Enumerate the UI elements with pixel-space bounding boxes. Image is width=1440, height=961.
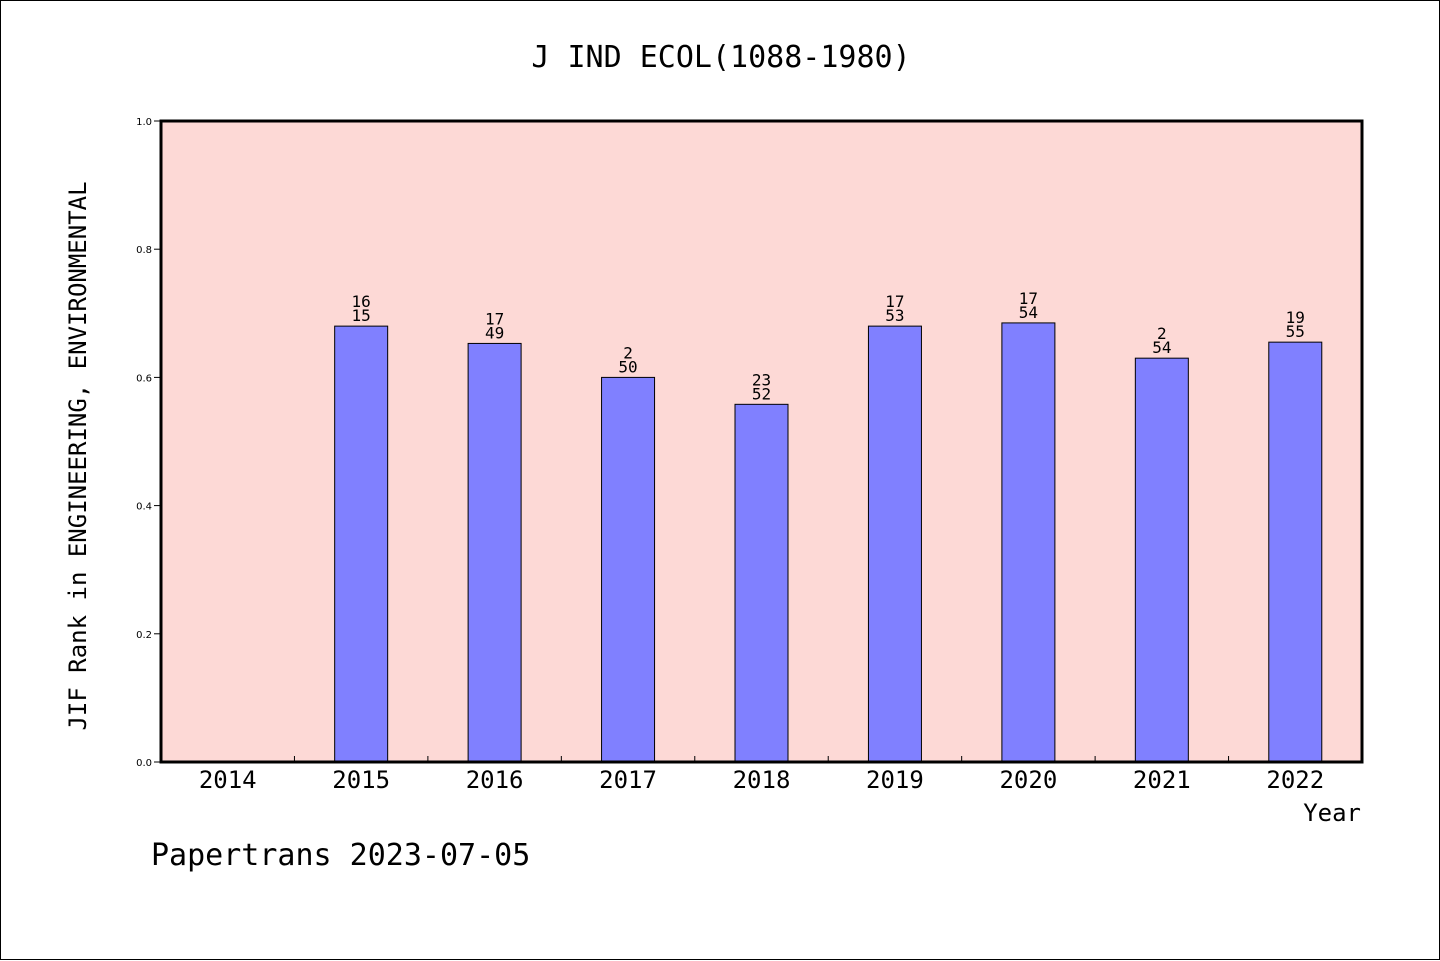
bar-2021 (1134, 357, 1189, 763)
x-tick-label: 2022 (1266, 766, 1324, 794)
bar-label-total: 54 (1019, 303, 1038, 322)
bar-2019 (867, 325, 922, 763)
x-tick-label: 2017 (599, 766, 657, 794)
bar-2022 (1268, 341, 1323, 763)
x-axis: 2014 2015 2016 2017 2018 2019 2020 2021 2022 (199, 756, 1324, 794)
chart-title: J IND ECOL(1088-1980) (531, 40, 910, 75)
bar-label-rank: 17 (1019, 289, 1038, 308)
bar-label-rank: 19 (1286, 308, 1305, 327)
bar-label-rank: 17 (885, 292, 904, 311)
x-tick-label: 2019 (866, 766, 924, 794)
bar-2017 (601, 376, 656, 763)
x-tick-label: 2021 (1133, 766, 1191, 794)
bar-label-total: 53 (885, 306, 904, 325)
y-tick-label: 0.8 (136, 245, 152, 256)
y-axis-label: JIF Rank in ENGINEERING, ENVIRONMENTAL (64, 181, 92, 730)
plot-border (159, 119, 1364, 764)
y-tick-label: 0.4 (136, 502, 152, 513)
x-tick-label: 2016 (466, 766, 524, 794)
bar-2015 (334, 325, 389, 763)
x-axis-label: Year (1303, 799, 1361, 827)
bar-2020 (1001, 322, 1056, 763)
bar-label-total: 52 (752, 384, 771, 403)
x-tick-label: 2014 (199, 766, 257, 794)
y-tick-label: 0.6 (136, 373, 152, 384)
y-axis: 0.0 0.2 0.4 0.6 0.8 1.0 (136, 117, 161, 769)
bar-label-total: 54 (1152, 338, 1171, 357)
bar-label-total: 15 (352, 306, 371, 325)
watermark-text: Papertrans 2023-07-05 (151, 838, 530, 873)
bar-label-total: 55 (1286, 322, 1305, 341)
bar-label-rank: 17 (485, 309, 504, 328)
x-tick-label: 2020 (999, 766, 1057, 794)
x-tick-label: 2015 (332, 766, 390, 794)
bar-label-total: 49 (485, 323, 504, 342)
bar-2016 (467, 342, 522, 763)
bar-label-total: 50 (618, 357, 637, 376)
bar-label-rank: 23 (752, 370, 771, 389)
y-tick-label: 0.2 (136, 630, 152, 641)
bar-label-rank: 16 (352, 292, 371, 311)
bar-label-rank: 2 (623, 343, 633, 362)
y-tick-label: 0.0 (136, 758, 152, 769)
x-tick-label: 2018 (733, 766, 791, 794)
bar-label-rank: 2 (1157, 324, 1167, 343)
bar-2018 (734, 403, 789, 763)
y-tick-label: 1.0 (136, 117, 152, 128)
bars-group (334, 322, 1323, 763)
